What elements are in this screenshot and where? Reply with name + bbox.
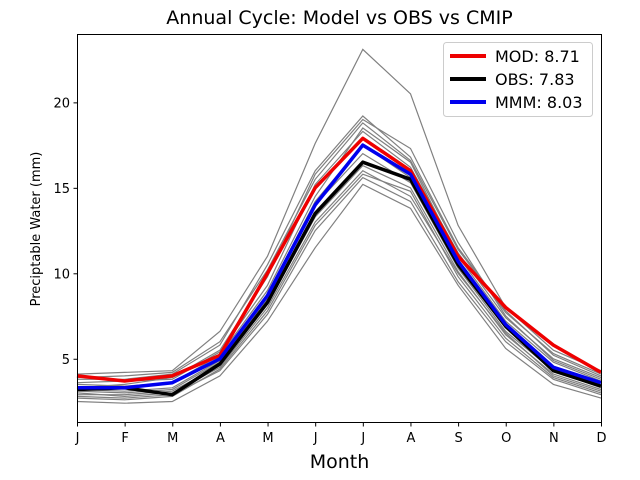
y-axis-label: Preciptable Water (mm) [29,152,44,307]
cmip-model-line-11 [76,122,602,379]
series-line-mod [76,136,602,383]
legend: MOD: 8.71 OBS: 7.83 MMM: 8.03 [443,42,593,117]
legend-label-mod: MOD: 8.71 [495,47,580,66]
x-axis-label: Month [310,451,370,473]
x-tick-label: S [454,431,462,446]
y-tick-label: 15 [53,182,70,197]
cmip-model-line-8 [76,152,602,394]
chart-title: Annual Cycle: Model vs OBS vs CMIP [166,7,512,29]
y-tick-label: 10 [53,267,70,282]
x-tick-label: A [216,431,225,446]
legend-label-obs: OBS: 7.83 [495,70,575,89]
y-tick-label: 20 [53,96,70,111]
main-series-lines [76,136,602,397]
legend-box [443,42,593,117]
y-axis: 5 10 15 20 [53,96,78,368]
cmip-model-line-9 [76,130,602,384]
cmip-model-line-6 [76,176,602,399]
x-tick-label: N [549,431,559,446]
x-tick-label: M [167,431,178,446]
x-tick-label: J [360,431,365,446]
cmip-model-line-10 [76,173,602,401]
cmip-model-line-3 [77,115,602,380]
x-tick-label: A [407,431,416,446]
x-tick-label: F [121,431,128,446]
x-tick-label: M [262,431,273,446]
x-tick-label: J [313,431,318,446]
x-tick-label: D [596,431,606,446]
cmip-model-line-7 [76,118,602,389]
cmip-model-line-2 [76,183,602,404]
series-line-mmm [77,143,602,390]
y-tick-label: 5 [62,353,70,368]
x-tick-label: J [75,431,80,446]
legend-label-mmm: MMM: 8.03 [495,93,583,112]
plot-frame [77,34,602,423]
x-tick-label: O [501,431,511,446]
